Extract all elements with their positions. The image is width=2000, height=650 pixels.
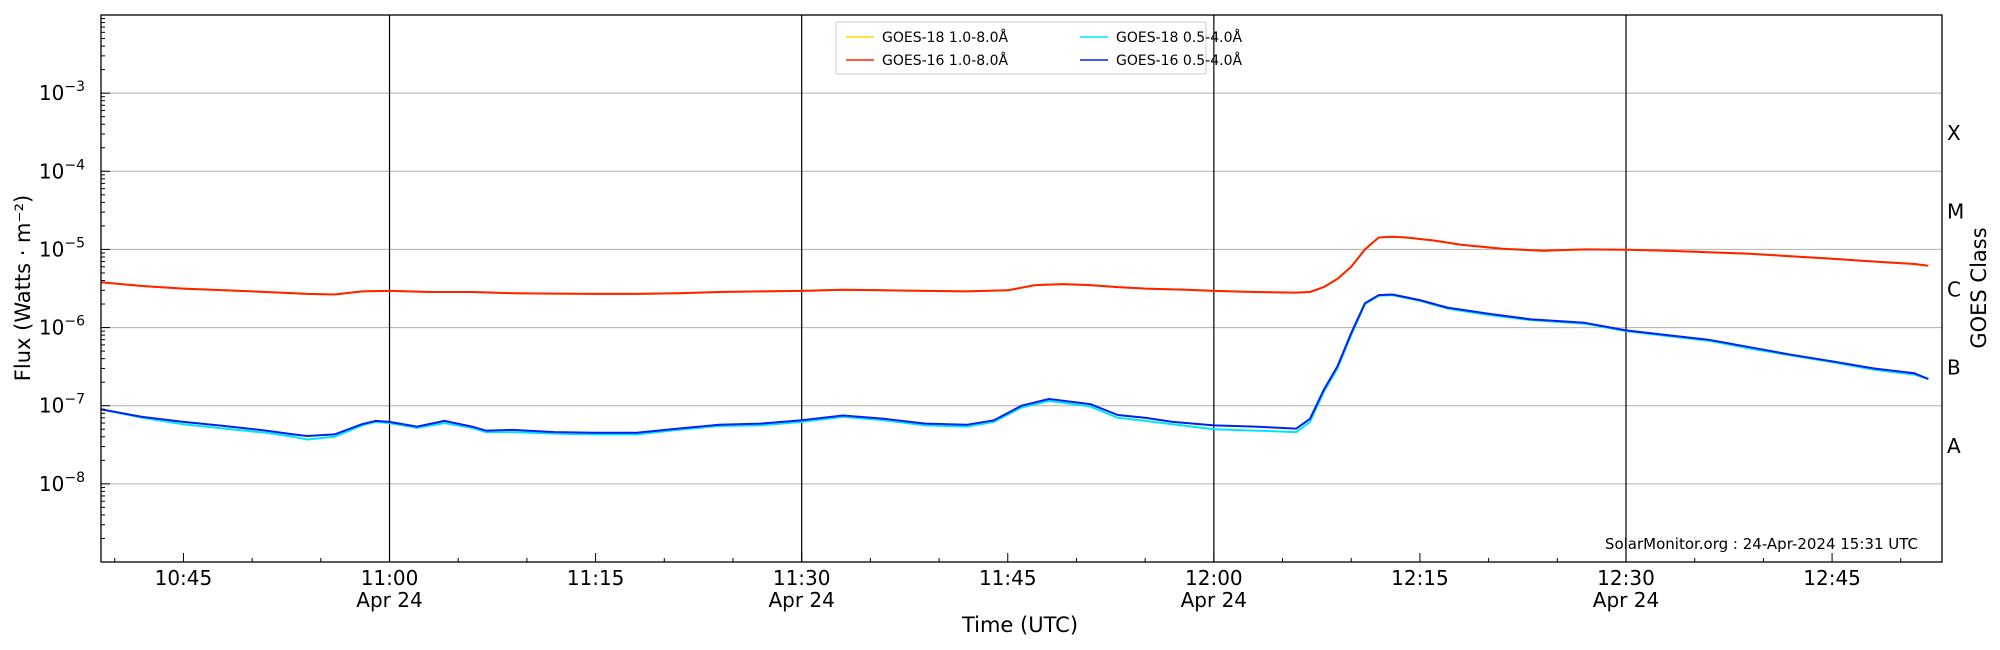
series-line-goes-18-0-5-4-0 bbox=[100, 294, 1929, 441]
goes-class-label: M bbox=[1947, 199, 1964, 223]
grid-layer bbox=[101, 92, 1942, 485]
series-line-goes-18-1-0-8-0 bbox=[100, 235, 1929, 296]
goes-class-label: X bbox=[1947, 121, 1961, 145]
x-tick-date-label: Apr 24 bbox=[1593, 588, 1659, 612]
y-tick-label: 10−6 bbox=[39, 314, 85, 340]
goes-class-label: B bbox=[1947, 356, 1961, 380]
day-lines bbox=[388, 15, 1627, 562]
x-tick-label: 11:00 bbox=[361, 566, 419, 590]
legend-label: GOES-16 0.5-4.0Å bbox=[1116, 52, 1242, 69]
y-tick-label: 10−5 bbox=[39, 235, 85, 261]
x-tick-label: 10:45 bbox=[155, 566, 213, 590]
x-tick-label: 11:45 bbox=[979, 566, 1037, 590]
y-tick-label: 10−8 bbox=[39, 470, 85, 496]
y-tick-label: 10−7 bbox=[39, 392, 85, 418]
series-layer bbox=[100, 235, 1929, 441]
x-axis-title: Time (UTC) bbox=[961, 613, 1078, 637]
y-axis: 10−8 10−7 10−6 10−5 10−4 10−3 bbox=[39, 18, 110, 563]
credit-text: SolarMonitor.org : 24-Apr-2024 15:31 UTC bbox=[1605, 535, 1918, 553]
x-tick-label: 11:15 bbox=[567, 566, 625, 590]
series-line-goes-16-0-5-4-0 bbox=[100, 293, 1929, 437]
plot-frame bbox=[100, 14, 1943, 563]
y-axis-title: Flux (Watts · m⁻²) bbox=[11, 195, 35, 381]
x-tick-label: 12:30 bbox=[1597, 566, 1655, 590]
legend-box bbox=[835, 21, 1207, 75]
legend-label: GOES-18 0.5-4.0Å bbox=[1116, 29, 1242, 46]
legend-label: GOES-16 1.0-8.0Å bbox=[882, 52, 1008, 69]
series-line-goes-16-1-0-8-0 bbox=[100, 235, 1929, 296]
y-tick-label: 10−4 bbox=[39, 157, 85, 183]
legend-label: GOES-18 1.0-8.0Å bbox=[882, 29, 1008, 46]
legend: GOES-18 1.0-8.0Å GOES-18 0.5-4.0Å GOES-16 … bbox=[835, 21, 1242, 75]
x-tick-label: 12:45 bbox=[1803, 566, 1861, 590]
x-tick-date-label: Apr 24 bbox=[768, 588, 834, 612]
goes-class-axis: A B C M X bbox=[1947, 121, 1964, 458]
x-tick-date-label: Apr 24 bbox=[356, 588, 422, 612]
x-tick-label: 12:15 bbox=[1391, 566, 1449, 590]
goes-class-label: A bbox=[1947, 434, 1961, 458]
x-tick-date-label: Apr 24 bbox=[1181, 588, 1247, 612]
goes-class-label: C bbox=[1947, 278, 1961, 302]
y-tick-label: 10−3 bbox=[39, 79, 85, 105]
right-axis-title: GOES Class bbox=[1967, 227, 1991, 348]
x-tick-label: 12:00 bbox=[1185, 566, 1243, 590]
x-tick-label: 11:30 bbox=[773, 566, 831, 590]
